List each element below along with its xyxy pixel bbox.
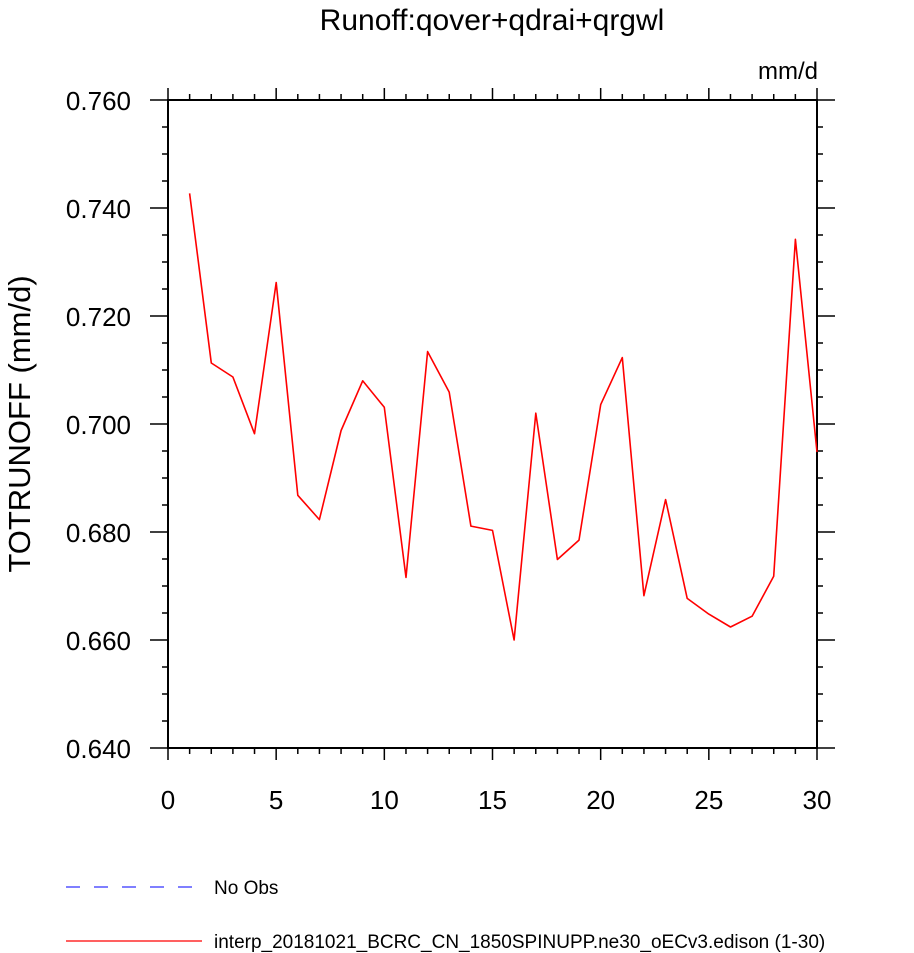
y-tick-label: 0.760 (66, 86, 131, 116)
y-tick-label: 0.700 (66, 410, 131, 440)
y-axis-label: TOTRUNOFF (mm/d) (2, 275, 37, 572)
y-tick-label: 0.740 (66, 194, 131, 224)
plot-frame (167, 99, 818, 749)
y-tick-label: 0.680 (66, 518, 131, 548)
y-tick-label: 0.720 (66, 302, 131, 332)
legend-label: No Obs (214, 878, 278, 899)
plot-area (167, 99, 818, 749)
ticks-layer: 0 5 10 15 20 25 30 0.640 0.660 0.680 0.700 0.720 0.7… (66, 86, 835, 815)
x-tick-label: 0 (161, 785, 175, 815)
x-tick-label: 10 (370, 785, 399, 815)
x-tick-label: 5 (269, 785, 283, 815)
chart-title: Runoff:qover+qdrai+qrgwl (320, 4, 665, 37)
y-tick-label: 0.660 (66, 626, 131, 656)
x-tick-label: 20 (586, 785, 615, 815)
x-tick-label: 30 (803, 785, 832, 815)
x-tick-label: 15 (478, 785, 507, 815)
legend: No Obs interp_20181021_BCRC_CN_1850SPINUP… (66, 878, 825, 953)
series-line (188, 193, 818, 641)
units-label: mm/d (758, 58, 818, 85)
x-tick-label: 25 (694, 785, 723, 815)
y-tick-label: 0.640 (66, 734, 131, 764)
legend-label: interp_20181021_BCRC_CN_1850SPINUPP.ne30… (214, 932, 825, 953)
